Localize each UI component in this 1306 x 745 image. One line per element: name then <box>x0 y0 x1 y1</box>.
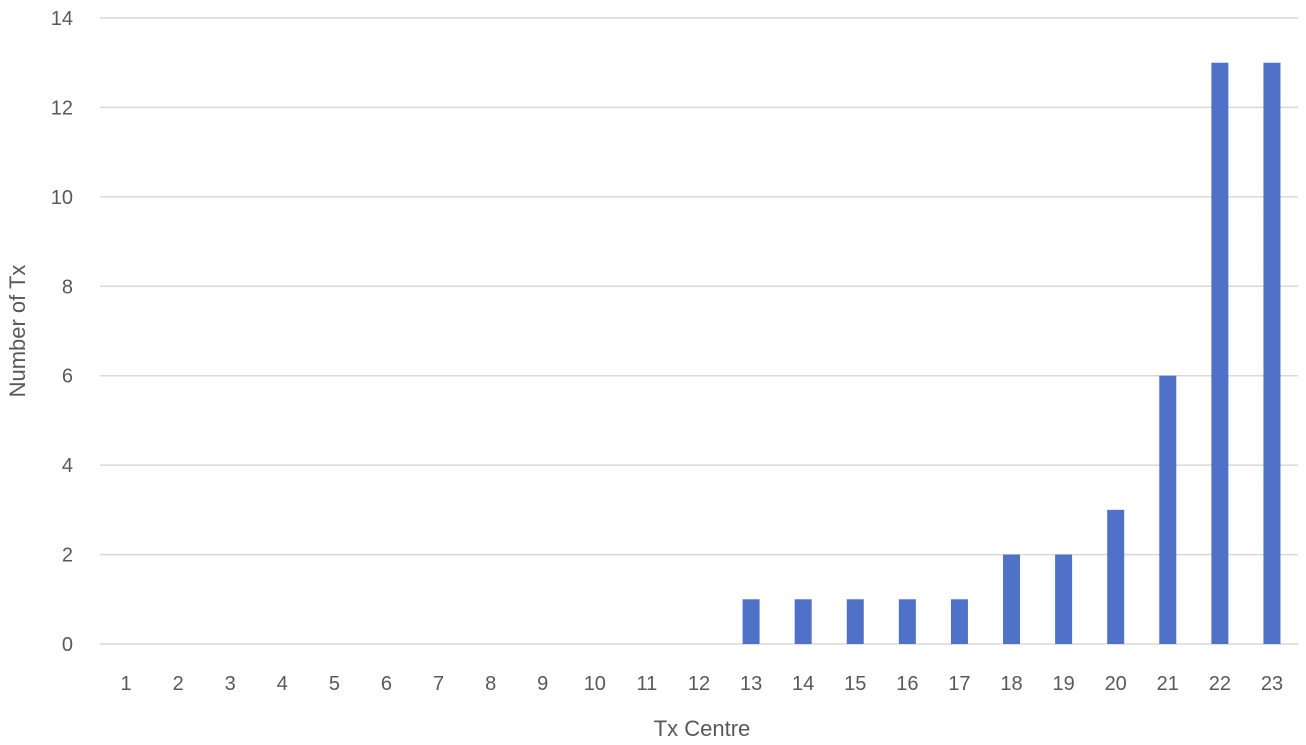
gridlines <box>100 17 1298 645</box>
x-axis-title: Tx Centre <box>654 716 751 741</box>
x-tick-label: 6 <box>381 673 392 695</box>
x-tick-labels: 1 2 3 4 5 6 7 8 9 10 11 12 13 14 15 16 17 18 19 20 21 22 23 <box>120 673 1283 695</box>
y-tick-label: 10 <box>51 187 73 209</box>
bar-23 <box>1263 62 1281 644</box>
y-tick-label: 8 <box>62 276 73 298</box>
x-tick-label: 10 <box>584 673 606 695</box>
x-tick-label: 15 <box>844 673 866 695</box>
x-tick-label: 16 <box>896 673 918 695</box>
bar-13 <box>742 599 760 644</box>
x-tick-label: 20 <box>1105 673 1127 695</box>
bar-15 <box>846 599 864 644</box>
x-tick-label: 23 <box>1261 673 1283 695</box>
bar-22 <box>1211 62 1229 644</box>
x-tick-label: 12 <box>688 673 710 695</box>
bar-16 <box>898 599 916 644</box>
x-tick-label: 5 <box>329 673 340 695</box>
y-axis-title: Number of Tx <box>5 265 30 398</box>
y-tick-labels: 0 2 4 6 8 10 12 14 <box>51 8 73 656</box>
x-tick-label: 9 <box>537 673 548 695</box>
bar-19 <box>1055 554 1073 644</box>
x-tick-label: 17 <box>948 673 970 695</box>
x-tick-label: 18 <box>1000 673 1022 695</box>
bars <box>742 62 1281 644</box>
x-tick-label: 2 <box>173 673 184 695</box>
y-tick-label: 12 <box>51 97 73 119</box>
x-tick-label: 11 <box>637 673 658 695</box>
y-tick-label: 6 <box>62 366 73 388</box>
x-tick-label: 1 <box>120 673 131 695</box>
y-tick-label: 0 <box>62 634 73 656</box>
x-tick-label: 7 <box>433 673 444 695</box>
x-tick-label: 4 <box>277 673 288 695</box>
bar-20 <box>1107 509 1125 644</box>
x-tick-label: 22 <box>1209 673 1231 695</box>
y-tick-label: 14 <box>51 8 73 30</box>
x-tick-label: 14 <box>792 673 814 695</box>
bar-17 <box>950 599 968 644</box>
x-tick-label: 13 <box>740 673 762 695</box>
bar-18 <box>1003 554 1021 644</box>
bar-21 <box>1159 375 1177 644</box>
y-tick-label: 2 <box>62 545 73 567</box>
y-tick-label: 4 <box>62 455 73 477</box>
x-tick-label: 8 <box>485 673 496 695</box>
bar-14 <box>794 599 812 644</box>
x-tick-label: 3 <box>225 673 236 695</box>
x-tick-label: 21 <box>1157 673 1179 695</box>
x-tick-label: 19 <box>1052 673 1074 695</box>
